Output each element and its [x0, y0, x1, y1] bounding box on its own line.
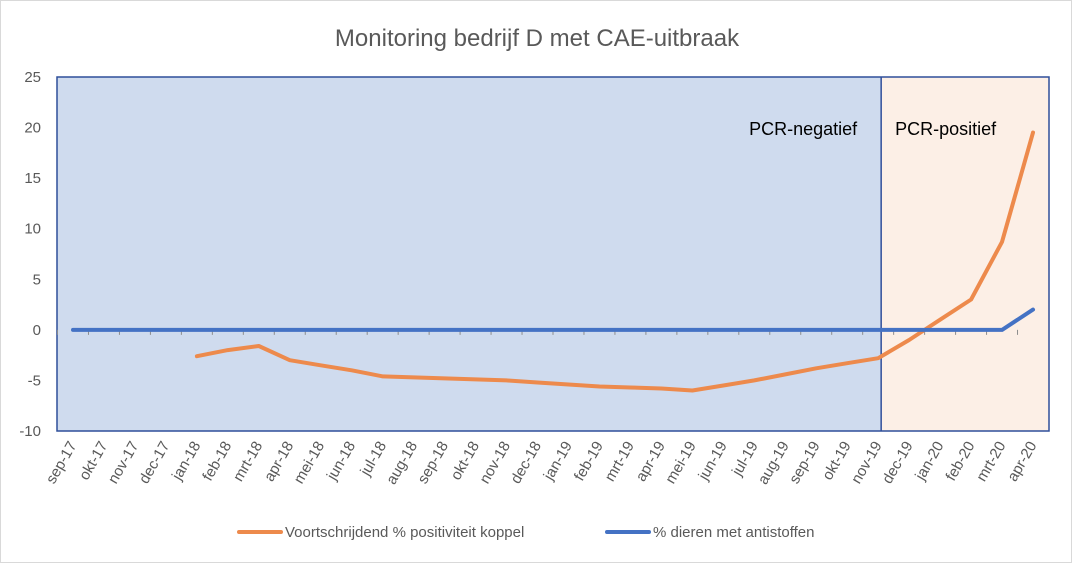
x-tick-label: mrt-18 — [230, 439, 266, 485]
x-tick-label: mrt-20 — [973, 438, 1009, 484]
x-tick-label: mei-18 — [291, 439, 329, 487]
legend: Voortschrijdend % positiviteit koppel % d… — [239, 524, 814, 541]
y-tick-label: 5 — [33, 271, 41, 288]
y-tick-label: -10 — [19, 423, 41, 440]
x-tick-label: dec-19 — [879, 439, 917, 487]
y-tick-label: -5 — [28, 372, 41, 389]
x-tick-label: sep-18 — [414, 439, 452, 487]
x-tick-label: jun-18 — [323, 439, 359, 484]
region-label-positief: PCR-positief — [895, 119, 997, 139]
x-tick-label: sep-19 — [786, 439, 824, 487]
x-tick-label: jan-19 — [540, 439, 576, 484]
x-tick-label: aug-18 — [383, 439, 421, 488]
x-tick-label: apr-20 — [1004, 439, 1040, 485]
x-tick-label: jan-18 — [168, 439, 204, 484]
x-tick-label: dec-17 — [136, 439, 174, 487]
regions-layer: PCR-negatief PCR-positief — [57, 77, 1049, 431]
y-tick-label: 10 — [24, 221, 41, 238]
legend-label-2: % dieren met antistoffen — [653, 524, 814, 541]
chart-title: Monitoring bedrijf D met CAE-uitbraak — [335, 25, 740, 52]
y-tick-label: 20 — [24, 120, 41, 137]
y-tick-label: 0 — [33, 322, 41, 339]
region-label-negatief: PCR-negatief — [749, 119, 858, 139]
y-tick-label: 25 — [24, 69, 41, 86]
legend-label-1: Voortschrijdend % positiviteit koppel — [285, 524, 524, 541]
x-tick-label: mei-19 — [662, 439, 700, 487]
y-tick-label: 15 — [24, 170, 41, 187]
x-tick-label: jun-19 — [695, 439, 731, 484]
x-tick-label: aug-19 — [755, 439, 793, 488]
x-tick-label: sep-17 — [43, 439, 81, 487]
x-tick-label: jan-20 — [911, 439, 947, 484]
x-tick-label: mrt-19 — [601, 439, 637, 485]
x-tick-label: dec-18 — [507, 439, 545, 487]
